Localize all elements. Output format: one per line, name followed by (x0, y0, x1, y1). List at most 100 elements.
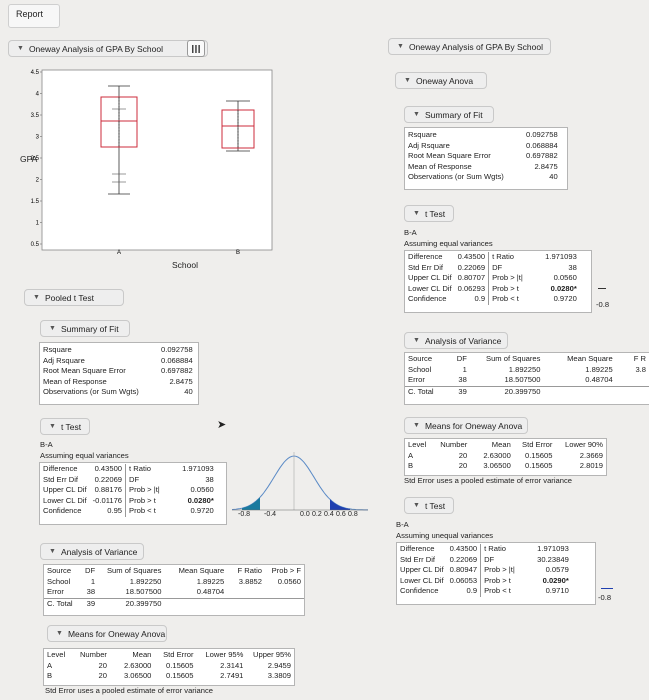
disclosure-triangle-icon[interactable]: ▼ (404, 77, 411, 84)
stat-value: 40 (184, 387, 193, 396)
red-triangle-menu-icon[interactable] (187, 40, 205, 57)
x-tick-label: 0.2 (312, 511, 322, 518)
gpa-ylabel: GPA (20, 154, 38, 164)
left-t-test-header[interactable]: ▼ t Test (40, 418, 90, 435)
table-row: Std Err Dif 0.22069 DF 30.23849 (397, 554, 572, 565)
disclosure-triangle-icon[interactable]: ▼ (397, 43, 404, 50)
stat-value: 0.068884 (526, 140, 558, 150)
disclosure-triangle-icon[interactable]: ▼ (33, 294, 40, 301)
stat-value: 0.43500 (457, 252, 486, 261)
stat-label: t Ratio (480, 544, 518, 555)
stat-label: Confidence (408, 294, 447, 303)
left-oneway-header[interactable]: ▼ Oneway Analysis of GPA By School (8, 40, 208, 57)
column-header: Source (47, 566, 72, 575)
table-cell (227, 597, 266, 609)
disclosure-triangle-icon[interactable]: ▼ (413, 210, 420, 217)
table-row: B 20 3.06500 0.15605 2.7491 3.3809 (44, 671, 294, 682)
stat-label: Adj Rsquare (43, 355, 85, 365)
left-ttest-comparison: B-A (40, 440, 53, 449)
stat-label: Upper CL Dif (43, 485, 87, 494)
table-cell (227, 587, 265, 598)
stat-value: 0.0280* (550, 283, 577, 293)
table-header-row: Source DF Sum of Squares Mean Square F R (405, 354, 649, 365)
table-row: Error 38 18.507500 0.48704 (44, 587, 304, 598)
column-header: F R (633, 354, 646, 363)
stat-label: Upper CL Dif (408, 273, 452, 282)
stat-value: 0.9720 (553, 294, 577, 303)
table-cell: 1.892250 (508, 364, 541, 374)
disclosure-triangle-icon[interactable]: ▼ (49, 423, 56, 430)
stat-value: 0.9 (474, 294, 486, 303)
column-header: Mean Square (178, 566, 225, 575)
x-category-a: A (117, 250, 121, 256)
column-header: Lower 90% (565, 440, 603, 449)
stat-label: Lower CL Dif (43, 495, 87, 505)
stat-value: 38 (205, 474, 214, 484)
left-anova-header[interactable]: ▼ Analysis of Variance (40, 543, 144, 560)
table-cell: School (47, 576, 71, 586)
t-test-label: t Test (60, 421, 82, 432)
stat-value: 0.697882 (161, 366, 193, 375)
left-summary-of-fit-header[interactable]: ▼ Summary of Fit (40, 320, 130, 337)
table-row: Mean of Response 2.8475 (405, 162, 561, 173)
right-summary-of-fit-header[interactable]: ▼ Summary of Fit (404, 106, 494, 123)
right-oneway-header[interactable]: ▼ Oneway Analysis of GPA By School (388, 38, 551, 55)
table-cell: 0.0560 (277, 576, 301, 586)
right-t-test-header[interactable]: ▼ t Test (404, 205, 454, 222)
stat-label: Lower CL Dif (400, 575, 444, 585)
table-row: Upper CL Dif 0.80707 Prob > |t| 0.0560 (405, 273, 580, 284)
stat-value: 0.0560 (190, 485, 214, 494)
table-cell: 3.8852 (238, 576, 263, 586)
table-row: School 1 1.892250 1.89225 3.8 (405, 365, 649, 376)
stat-label: Mean of Response (408, 161, 472, 171)
table-cell: 2.3669 (579, 450, 603, 460)
disclosure-triangle-icon[interactable]: ▼ (17, 45, 24, 52)
table-cell: 20 (98, 671, 107, 680)
table-row: Adj Rsquare 0.068884 (40, 356, 196, 367)
right-t-test-unequal-header[interactable]: ▼ t Test (404, 497, 454, 514)
box-plot-a (100, 85, 138, 195)
table-row: Error 38 18.507500 0.48704 (405, 375, 649, 386)
right-means-header[interactable]: ▼ Means for Oneway Anova (404, 417, 528, 434)
column-header: Upper 95% (253, 650, 291, 659)
table-cell: 1 (90, 576, 96, 586)
disclosure-triangle-icon[interactable]: ▼ (49, 325, 56, 332)
table-row: Upper CL Dif 0.88176 Prob > |t| 0.0560 (40, 485, 217, 496)
stat-value: 0.22069 (94, 474, 123, 484)
means-label: Means for Oneway Anova (67, 628, 166, 639)
table-cell: 20.399750 (469, 385, 544, 397)
stat-value: 0.0290* (542, 575, 569, 585)
disclosure-triangle-icon[interactable]: ▼ (413, 337, 420, 344)
right-ttest-assumption: Assuming equal variances (404, 239, 493, 248)
table-row: Adj Rsquare 0.068884 (405, 141, 561, 152)
table-cell: 1.89225 (585, 364, 613, 374)
stat-label: Prob > t (125, 495, 163, 506)
stat-value: 0.43500 (449, 544, 478, 553)
stat-label: Std Err Dif (43, 474, 79, 484)
table-row: Std Err Dif 0.22069 DF 38 (40, 474, 217, 485)
stat-label: t Ratio (488, 252, 526, 263)
left-means-header[interactable]: ▼ Means for Oneway Anova (47, 625, 167, 642)
stat-value: 0.0579 (545, 565, 569, 574)
stat-value: 0.95 (107, 506, 123, 515)
disclosure-triangle-icon[interactable]: ▼ (49, 548, 56, 555)
disclosure-triangle-icon[interactable]: ▼ (56, 630, 63, 637)
right-ttest2-assumption: Assuming unequal variances (396, 531, 494, 540)
pooled-t-test-header[interactable]: ▼ Pooled t Test (24, 289, 124, 306)
plot-frame (41, 69, 273, 251)
oneway-anova-header[interactable]: ▼ Oneway Anova (395, 72, 487, 89)
disclosure-triangle-icon[interactable]: ▼ (413, 111, 420, 118)
column-header: Number (79, 650, 107, 659)
disclosure-triangle-icon[interactable]: ▼ (413, 502, 420, 509)
stat-label: Observations (or Sum Wgts) (408, 172, 504, 181)
stat-value: 0.06293 (457, 283, 486, 293)
table-row: Rsquare 0.092758 (405, 130, 561, 141)
table-cell: 0.15605 (166, 660, 194, 670)
column-header: DF (85, 566, 96, 575)
x-tick-label: 0.0 (300, 511, 310, 518)
right-anova-header[interactable]: ▼ Analysis of Variance (404, 332, 508, 349)
school-xlabel: School (172, 260, 198, 270)
stat-value: 0.0560 (553, 273, 577, 282)
disclosure-triangle-icon[interactable]: ▼ (413, 422, 420, 429)
stat-value: 0.9720 (190, 506, 214, 515)
